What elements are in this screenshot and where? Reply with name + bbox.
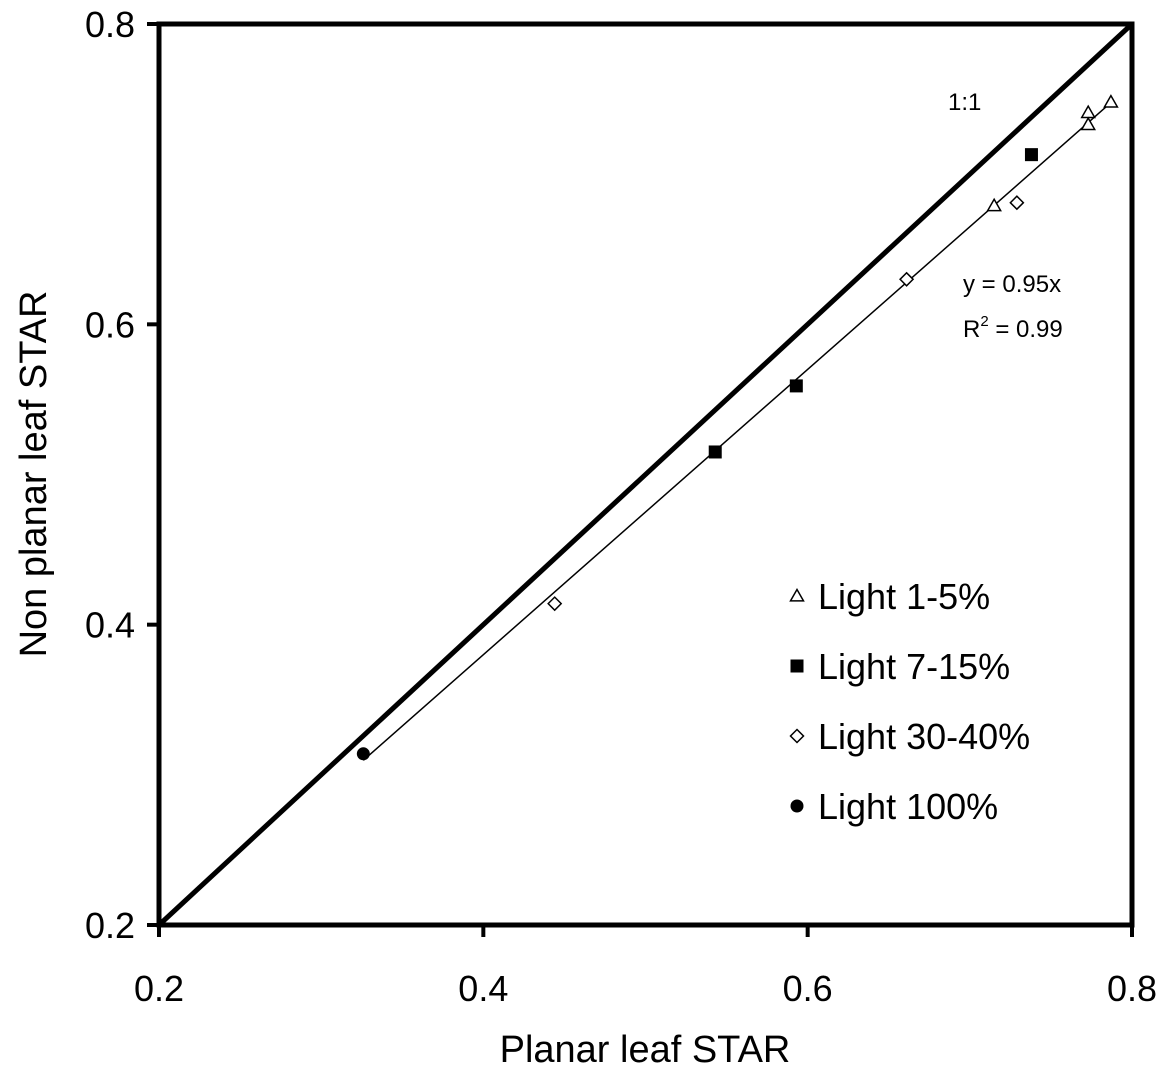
y-tick-label: 0.8 <box>85 4 135 45</box>
x-tick-label: 0.4 <box>458 968 508 1009</box>
data-point <box>899 271 915 287</box>
r-squared-prefix: R <box>963 316 980 343</box>
data-point <box>1080 116 1097 131</box>
y-axis-title: Non planar leaf STAR <box>13 291 55 658</box>
legend-label: Light 1-5% <box>818 576 990 617</box>
data-point <box>789 379 803 393</box>
data-point <box>1103 94 1119 108</box>
y-tick-label: 0.6 <box>85 304 135 345</box>
data-point <box>356 747 370 761</box>
legend-label: Light 100% <box>818 786 998 827</box>
r-squared-exponent: 2 <box>980 313 988 330</box>
ref-line-label: 1:1 <box>948 89 981 116</box>
r-squared-label: R2 = 0.99 <box>963 313 1063 343</box>
x-tick-label: 0.8 <box>1107 968 1157 1009</box>
x-tick-label: 0.2 <box>134 968 184 1009</box>
one-to-one-line <box>157 22 1134 927</box>
data-point <box>986 197 1002 212</box>
fit-line <box>362 102 1112 761</box>
equation-label: y = 0.95x <box>963 271 1061 298</box>
y-tick-label: 0.2 <box>85 905 135 946</box>
r-squared-value: = 0.99 <box>989 316 1063 343</box>
legend-label: Light 7-15% <box>818 646 1010 687</box>
x-axis-title: Planar leaf STAR <box>500 1029 791 1070</box>
data-point <box>708 445 722 459</box>
legend: Light 1-5% Light 7-15% Light 30-40% Light 1… <box>789 576 1030 827</box>
x-tick-label: 0.6 <box>783 968 833 1009</box>
data-point <box>1009 195 1025 211</box>
legend-marker <box>789 587 805 602</box>
legend-label: Light 30-40% <box>818 716 1030 757</box>
data-point <box>1024 148 1038 162</box>
legend-marker <box>790 659 804 673</box>
y-tick-label: 0.4 <box>85 605 135 646</box>
legend-marker <box>789 728 805 744</box>
data-point <box>547 596 563 612</box>
legend-marker <box>790 799 804 813</box>
